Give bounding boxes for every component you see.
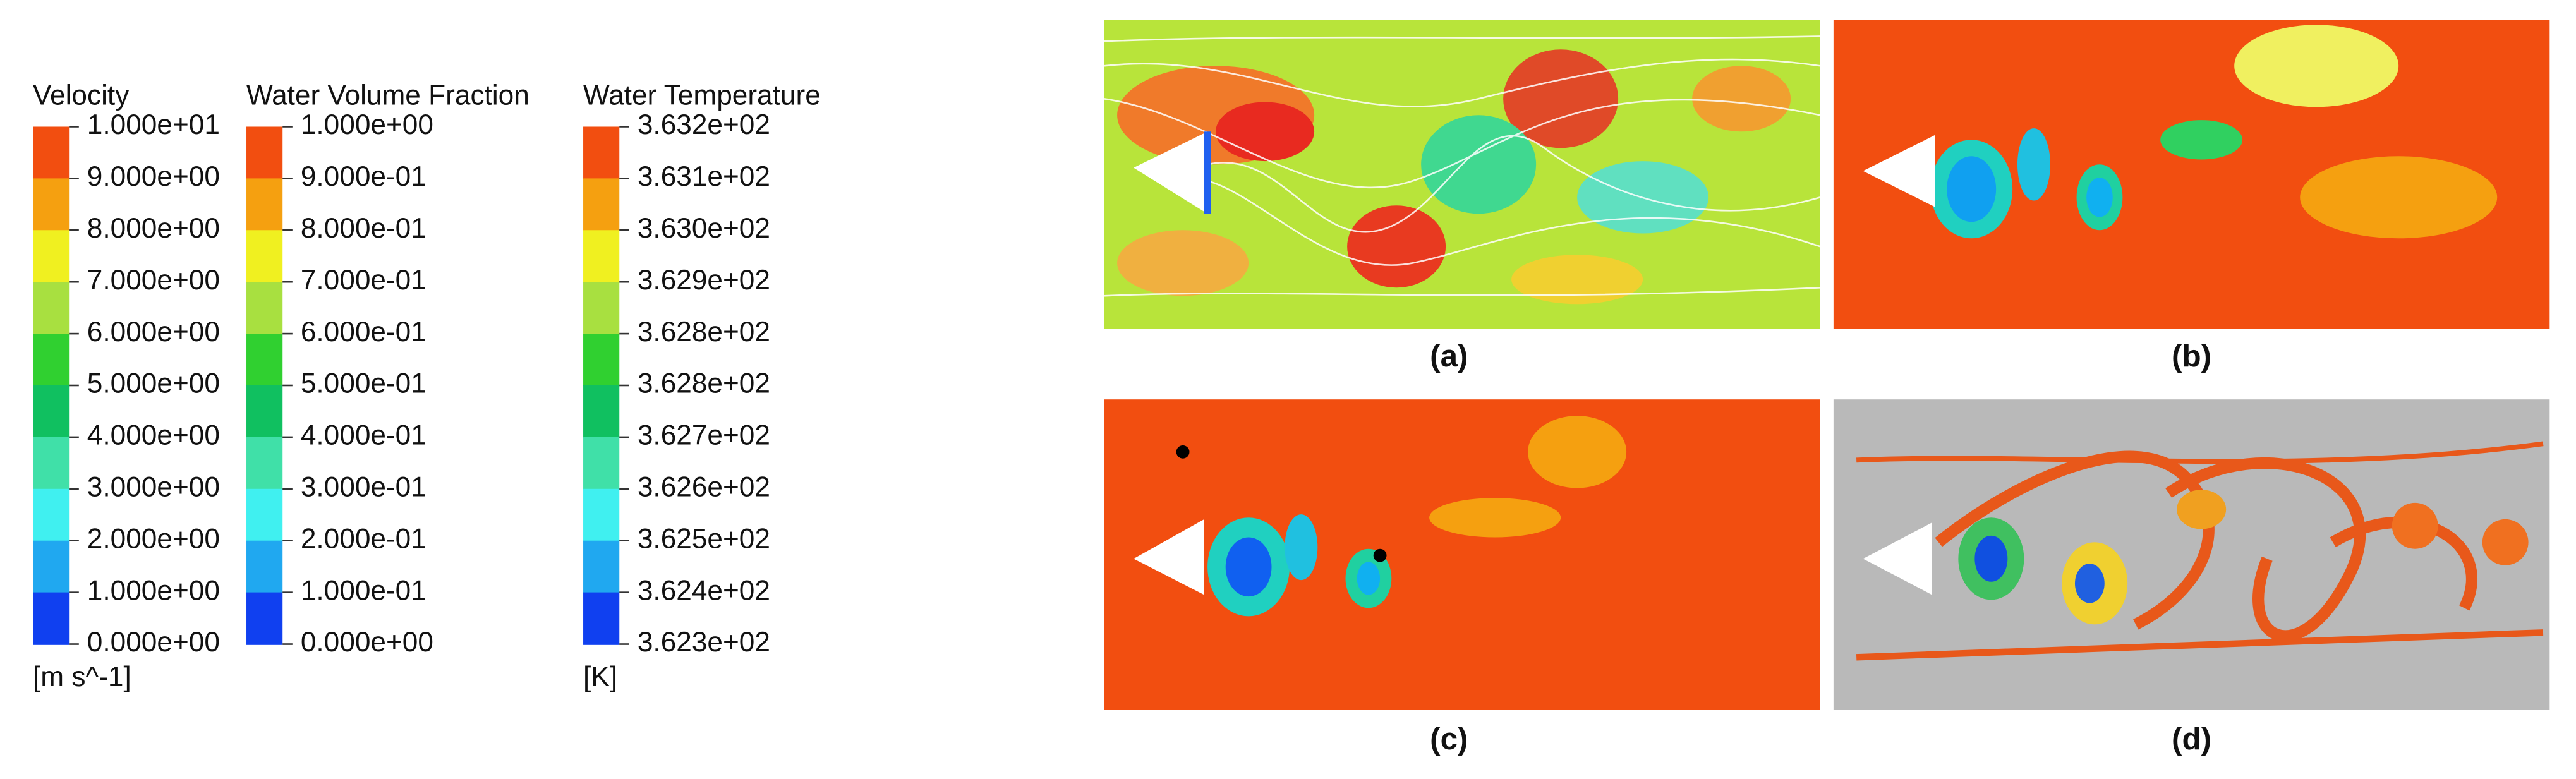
legend-unit: [K] <box>583 661 617 692</box>
legend-label: 8.000e+00 <box>87 213 220 244</box>
color-band <box>583 592 620 645</box>
legend-title: Water Temperature <box>583 80 821 111</box>
legend-label: 9.000e-01 <box>301 161 426 192</box>
legend-label: 7.000e+00 <box>87 265 220 296</box>
color-band <box>246 540 283 593</box>
panel-b-image <box>1833 20 2550 329</box>
legend-label: 3.628e+02 <box>638 368 770 399</box>
color-band <box>33 230 70 283</box>
legend-label: 7.000e-01 <box>301 265 426 296</box>
panel-a-image <box>1104 20 1820 329</box>
caption: (b) <box>2172 339 2211 373</box>
legend-label: 8.000e-01 <box>301 213 426 244</box>
legend-label: 2.000e-01 <box>301 523 426 554</box>
color-band <box>246 592 283 645</box>
color-band <box>246 282 283 335</box>
color-band <box>33 334 70 387</box>
color-band <box>33 385 70 438</box>
color-band <box>583 230 620 283</box>
color-band <box>33 437 70 490</box>
legend-label: 3.630e+02 <box>638 213 770 244</box>
legend-label: 4.000e+00 <box>87 420 220 451</box>
legend-label: 3.626e+02 <box>638 471 770 502</box>
color-band <box>583 437 620 490</box>
color-band <box>246 488 283 542</box>
color-band <box>246 178 283 231</box>
legend-label: 3.628e+02 <box>638 317 770 347</box>
legend-unit: [m s^-1] <box>33 661 131 692</box>
legend-label: 3.629e+02 <box>638 265 770 296</box>
legend-label: 3.627e+02 <box>638 420 770 451</box>
legend-label: 1.000e+00 <box>301 109 433 140</box>
legend-label: 3.625e+02 <box>638 523 770 554</box>
color-band <box>583 178 620 231</box>
legend-label: 1.000e+00 <box>87 575 220 606</box>
color-band <box>246 126 283 179</box>
legend-label: 4.000e-01 <box>301 420 426 451</box>
legend-label: 6.000e+00 <box>87 317 220 347</box>
legend-label: 6.000e-01 <box>301 317 426 347</box>
legend-label: 2.000e+00 <box>87 523 220 554</box>
legend-label: 9.000e+00 <box>87 161 220 192</box>
legend-label: 0.000e+00 <box>301 627 433 658</box>
color-band <box>33 282 70 335</box>
color-band <box>246 230 283 283</box>
color-band <box>33 540 70 593</box>
color-band <box>246 334 283 387</box>
color-band <box>583 126 620 179</box>
caption: (c) <box>1430 722 1468 756</box>
legend-title: Water Volume Fraction <box>246 80 529 111</box>
color-band <box>583 334 620 387</box>
legend-label: 5.000e-01 <box>301 368 426 399</box>
legend-label: 3.631e+02 <box>638 161 770 192</box>
legend-label: 1.000e-01 <box>301 575 426 606</box>
panel-d-image <box>1833 399 2550 710</box>
legend-label: 3.000e-01 <box>301 471 426 502</box>
color-band <box>246 385 283 438</box>
color-band <box>583 282 620 335</box>
color-band <box>33 126 70 179</box>
color-band <box>583 385 620 438</box>
color-band <box>33 592 70 645</box>
legend-label: 3.632e+02 <box>638 109 770 140</box>
color-band <box>246 437 283 490</box>
color-band <box>583 488 620 542</box>
legend-label: 5.000e+00 <box>87 368 220 399</box>
color-band <box>33 178 70 231</box>
color-band <box>33 488 70 542</box>
legend-label: 3.000e+00 <box>87 471 220 502</box>
legend-label: 0.000e+00 <box>87 627 220 658</box>
legend-label: 1.000e+01 <box>87 109 220 140</box>
caption: (a) <box>1430 339 1468 373</box>
caption: (d) <box>2172 722 2211 756</box>
legend-label: 3.623e+02 <box>638 627 770 658</box>
legend-title: Velocity <box>33 80 129 111</box>
legend-label: 3.624e+02 <box>638 575 770 606</box>
panel-c-image <box>1104 399 1820 710</box>
color-band <box>583 540 620 593</box>
